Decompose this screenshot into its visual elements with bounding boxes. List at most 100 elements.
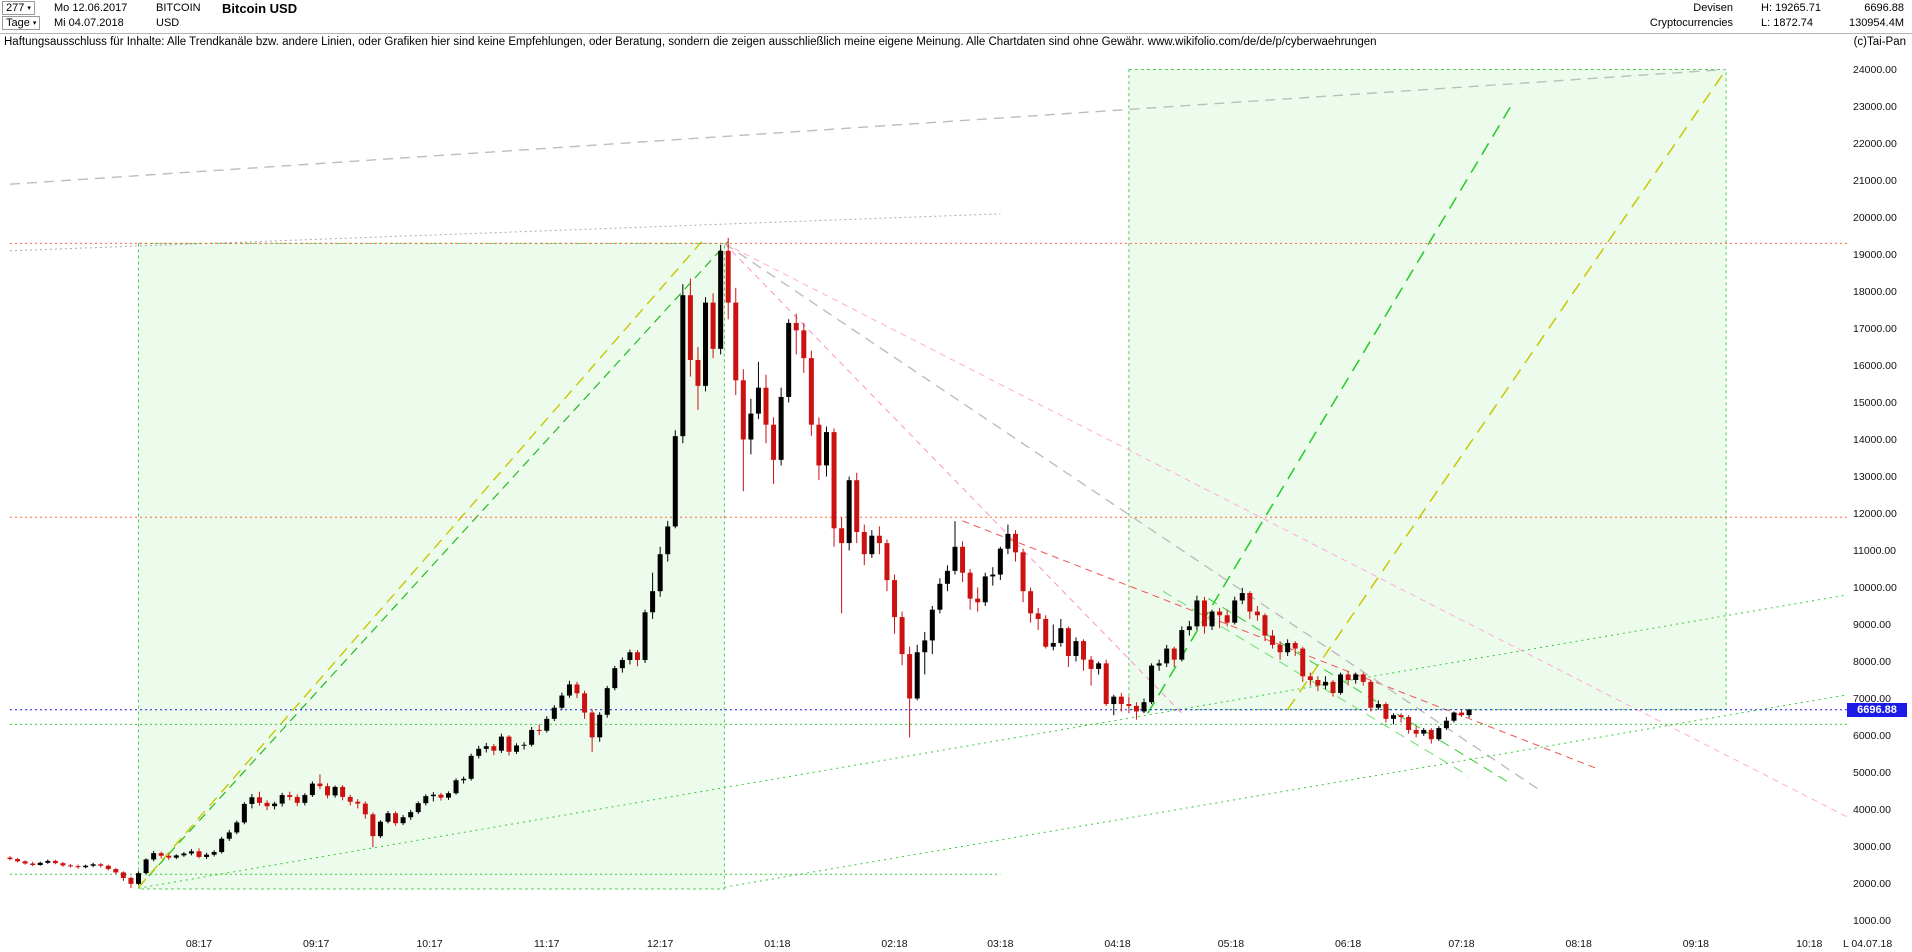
candle-body	[234, 822, 240, 833]
candle-body	[1209, 611, 1215, 627]
candle-body	[1459, 712, 1465, 716]
candle-body	[90, 864, 96, 866]
candle-body	[476, 748, 482, 756]
support-green-dotted-long	[138, 594, 1848, 889]
category-group: Devisen	[1693, 2, 1734, 14]
candle-body	[181, 853, 187, 856]
candle-body	[1383, 704, 1389, 719]
candle-body	[1050, 643, 1056, 647]
candle-body	[876, 535, 882, 544]
candle-body	[574, 684, 580, 694]
candle-body	[801, 330, 807, 359]
candle-body	[1149, 665, 1155, 703]
candle-body	[975, 598, 981, 603]
candle-body	[1133, 705, 1139, 712]
candle-body	[657, 554, 663, 592]
candle-body	[158, 853, 164, 856]
candle-body	[687, 295, 693, 360]
candle-body	[1201, 600, 1207, 627]
candle-body	[559, 695, 565, 708]
candle-body	[665, 526, 671, 555]
candle-body	[1020, 552, 1026, 592]
period-dropdown[interactable]: Tage ▾	[2, 16, 41, 30]
candle-body	[884, 543, 890, 581]
candle-body	[37, 862, 43, 865]
candle-body	[755, 387, 761, 414]
chart-canvas[interactable]: 24000.00 23000.00 22000.00 21000.00 20000.00…	[0, 52, 1912, 952]
candle-body	[1065, 628, 1071, 656]
candle-body	[604, 688, 610, 715]
candles	[7, 237, 1472, 889]
candle-body	[914, 652, 920, 699]
candle-body	[718, 250, 724, 349]
chevron-down-icon: ▾	[27, 4, 31, 12]
candle-body	[960, 546, 966, 573]
candle-body	[725, 250, 731, 303]
candle-body	[1277, 644, 1283, 653]
candle-body	[362, 803, 368, 815]
candle-body	[22, 861, 28, 864]
candle-body	[1088, 659, 1094, 669]
period-low: L: 1872.74	[1761, 17, 1814, 29]
candle-body	[1224, 615, 1230, 623]
candle-body	[438, 794, 444, 798]
candle-body	[52, 860, 58, 864]
candle-body	[816, 424, 822, 466]
candle-body	[173, 855, 179, 858]
gray-dotted-top	[9, 213, 1001, 252]
candle-body	[105, 865, 111, 870]
last-price-value: 6696.88	[1864, 2, 1904, 14]
candle-body	[219, 838, 225, 853]
candle-body	[619, 660, 625, 669]
candle-body	[15, 859, 21, 862]
candle-body	[680, 295, 686, 437]
candle-body	[1315, 680, 1321, 686]
candle-body	[143, 859, 149, 874]
candle-body	[302, 795, 308, 803]
candle-body	[279, 795, 285, 804]
candle-body	[1171, 648, 1177, 660]
candle-body	[1360, 674, 1366, 682]
support-green-dotted-low	[724, 694, 1848, 888]
candle-body	[188, 851, 194, 854]
candle-body	[294, 796, 300, 803]
bars-count-dropdown[interactable]: 277 ▾	[2, 1, 35, 15]
candle-body	[83, 865, 89, 868]
uptrend-channel-box-2017	[138, 242, 725, 890]
candle-body	[393, 813, 399, 824]
candle-body	[1300, 648, 1306, 677]
candle-body	[1028, 591, 1034, 614]
candle-body	[1375, 704, 1381, 708]
downtrend-gray	[724, 242, 1542, 792]
candle-body	[1156, 663, 1162, 666]
candle-body	[627, 652, 633, 661]
candle-body	[1194, 600, 1200, 627]
high-low-block: H: 19265.71 L: 1872.74	[1761, 1, 1821, 31]
start-date-field[interactable]: Mo 12.06.2017	[54, 2, 128, 14]
candle-body	[612, 668, 618, 689]
end-date-field[interactable]: Mi 04.07.2018	[54, 17, 124, 29]
candle-body	[823, 432, 829, 466]
candle-body	[1406, 717, 1412, 730]
candle-body	[166, 855, 172, 858]
candle-body	[521, 744, 527, 746]
candle-body	[196, 851, 202, 857]
candle-body	[672, 436, 678, 527]
candle-body	[1398, 715, 1404, 717]
candle-body	[929, 609, 935, 641]
candle-body	[1345, 674, 1351, 680]
candle-body	[241, 803, 247, 823]
candle-body	[1436, 728, 1442, 740]
disclaimer-bar: Haftungsausschluss für Inhalte: Alle Tre…	[0, 34, 1912, 52]
candle-body	[854, 480, 860, 532]
candle-body	[1292, 643, 1298, 649]
candle-body	[317, 783, 323, 787]
candle-body	[1111, 696, 1117, 705]
candle-body	[1141, 702, 1147, 712]
last-price-tag: 6696.88	[1847, 702, 1907, 717]
candle-body	[589, 712, 595, 738]
candle-body	[1186, 626, 1192, 631]
trend-zones	[138, 69, 1727, 890]
candle-body	[1428, 729, 1434, 740]
candle-body	[491, 746, 497, 751]
